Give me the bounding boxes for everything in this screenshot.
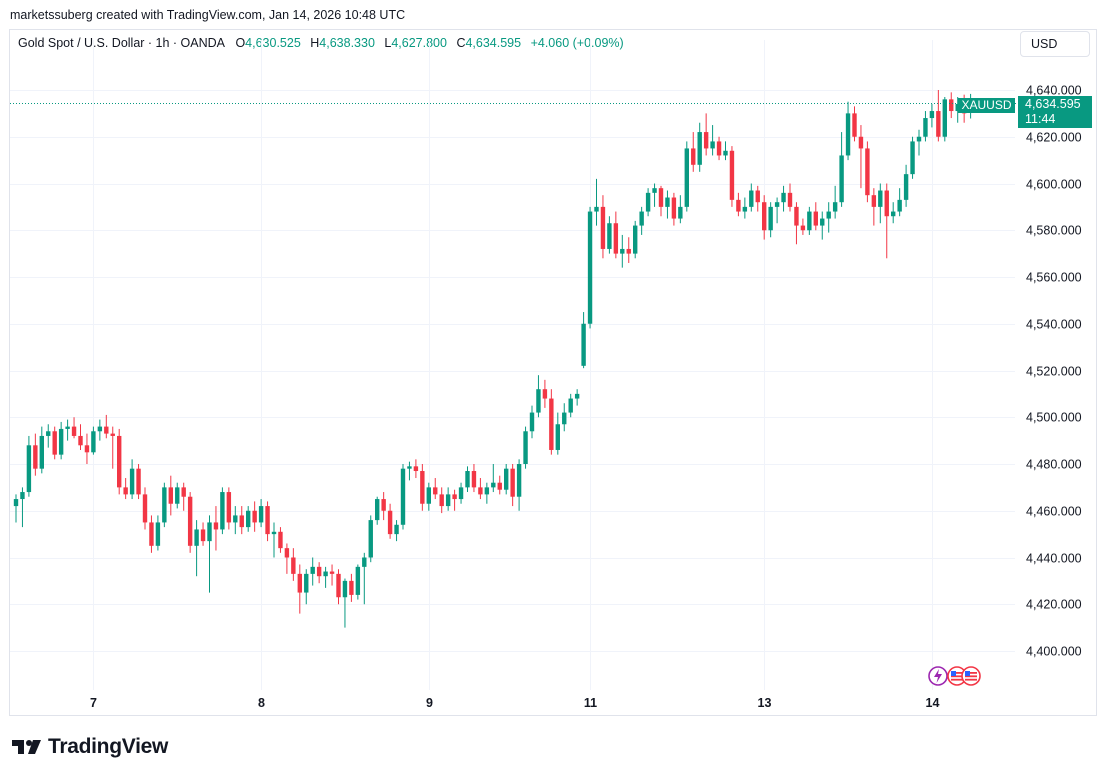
close-label: C — [456, 36, 466, 50]
high-value: 4,638.330 — [319, 36, 375, 50]
low-label: L — [384, 36, 392, 50]
symbol-tag: XAUUSD — [958, 98, 1015, 113]
ohlc-legend: Gold Spot / U.S. Dollar · 1h · OANDA O4,… — [18, 36, 624, 50]
open-value: 4,630.525 — [245, 36, 301, 50]
symbol-title[interactable]: Gold Spot / U.S. Dollar · 1h · OANDA — [18, 36, 226, 50]
open-label: O — [235, 36, 246, 50]
us-flag-icon-2 — [961, 666, 981, 686]
bar-countdown: 11:44 — [1025, 112, 1056, 126]
last-price-tag: 4,634.595 11:44 — [1018, 96, 1092, 128]
close-value: 4,634.595 — [465, 36, 522, 50]
last-price-value: 4,634.595 — [1025, 97, 1081, 111]
change-value: +4.060 (+0.09%) — [530, 36, 624, 50]
lightning-icon — [928, 666, 948, 686]
chart-caption: marketssuberg created with TradingView.c… — [10, 8, 406, 22]
tradingview-logo-icon — [12, 740, 41, 754]
chart-frame[interactable] — [9, 29, 1097, 716]
high-label: H — [310, 36, 320, 50]
low-value: 4,627.800 — [391, 36, 447, 50]
currency-button[interactable]: USD — [1020, 31, 1090, 57]
tradingview-logo-text: TradingView — [48, 735, 169, 758]
event-badges[interactable] — [928, 665, 988, 687]
tradingview-logo[interactable]: TradingView — [12, 735, 168, 759]
